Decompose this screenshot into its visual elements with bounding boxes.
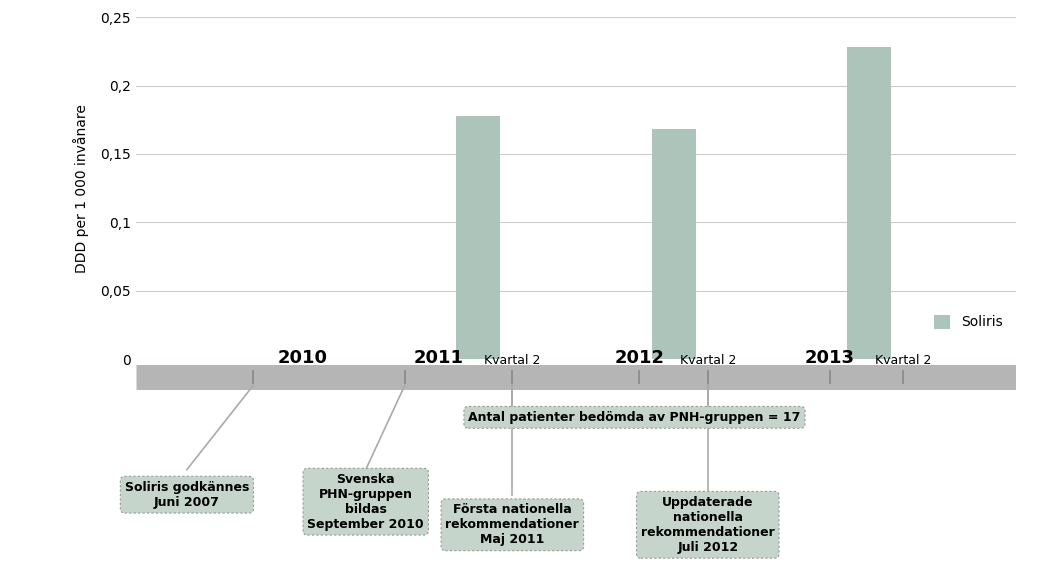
Text: Uppdaterade
nationella
rekommendationer
Juli 2012: Uppdaterade nationella rekommendationer … — [641, 496, 775, 554]
Text: Kvartal 2: Kvartal 2 — [484, 354, 540, 367]
Text: Svenska
PHN-gruppen
bildas
September 2010: Svenska PHN-gruppen bildas September 201… — [308, 473, 424, 531]
Bar — [456, 116, 500, 359]
Bar — [847, 47, 891, 359]
Text: Soliris godkännes
Juni 2007: Soliris godkännes Juni 2007 — [125, 481, 249, 508]
Text: 2010: 2010 — [277, 349, 328, 367]
Text: Antal patienter bedömda av PNH-gruppen = 17: Antal patienter bedömda av PNH-gruppen =… — [468, 411, 801, 424]
Bar — [651, 129, 695, 359]
Text: Kvartal 2: Kvartal 2 — [680, 354, 736, 367]
Text: 2011: 2011 — [414, 349, 464, 367]
Text: 2013: 2013 — [805, 349, 855, 367]
Text: Första nationella
rekommendationer
Maj 2011: Första nationella rekommendationer Maj 2… — [445, 503, 579, 546]
Text: 2012: 2012 — [615, 349, 665, 367]
Text: Kvartal 2: Kvartal 2 — [875, 354, 932, 367]
Legend: Soliris: Soliris — [928, 309, 1008, 335]
Y-axis label: DDD per 1 000 invånare: DDD per 1 000 invånare — [73, 104, 89, 272]
